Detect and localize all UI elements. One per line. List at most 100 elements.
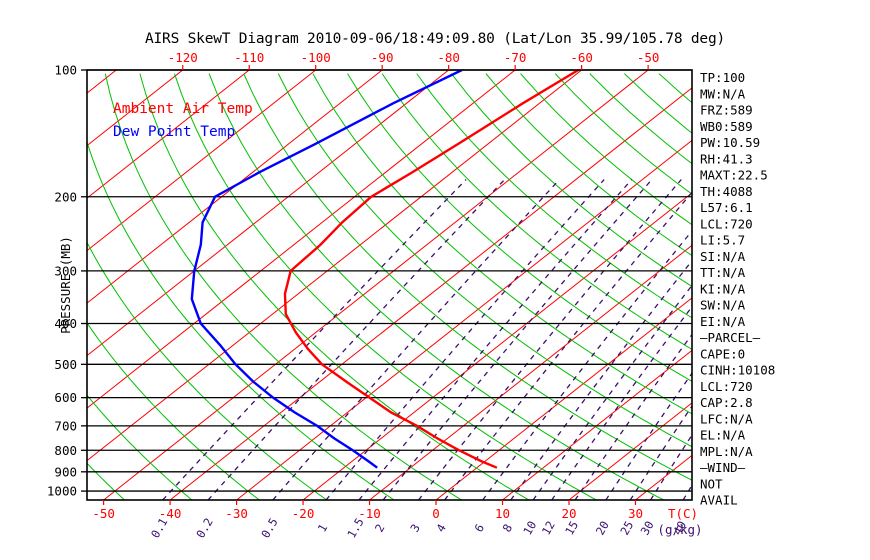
mixing-ratio-tick-label: 20 xyxy=(593,518,612,537)
dry-adiabat-line xyxy=(243,73,692,481)
top-temp-tick-label: -120 xyxy=(168,50,198,65)
isotherm-line xyxy=(87,70,250,199)
info-panel-item: FRZ:589 xyxy=(700,103,753,118)
info-panel-item: L57:6.1 xyxy=(700,200,753,215)
dry-adiabat-line xyxy=(104,73,462,500)
top-temp-tick-label: -50 xyxy=(637,50,660,65)
mixing-ratio-line xyxy=(207,179,506,500)
top-temp-tick-label: -110 xyxy=(234,50,264,65)
pressure-tick-label: 800 xyxy=(54,443,77,458)
mixing-ratio-tick-label: 8 xyxy=(500,521,516,534)
info-panel-item: WB0:589 xyxy=(700,119,753,134)
mixing-ratio-line xyxy=(162,179,467,500)
pressure-axis-label: PRESSURE (MB) xyxy=(58,236,73,334)
isotherm-line xyxy=(87,70,383,304)
mixing-ratio-line xyxy=(382,179,653,500)
dry-adiabat-line xyxy=(381,73,692,350)
bottom-temp-tick-label: 10 xyxy=(495,506,510,521)
info-panel-item: —WIND— xyxy=(700,460,746,475)
legend-dewpoint-temp: Dew Point Temp xyxy=(113,124,235,140)
dry-adiabat-line xyxy=(87,140,395,500)
background-grid xyxy=(87,70,870,500)
mixing-ratio-tick-label: 10 xyxy=(520,518,539,537)
info-panel-item: MAXT:22.5 xyxy=(700,168,768,183)
mixing-ratio-tick-label: 12 xyxy=(539,518,558,537)
mixing-ratio-line xyxy=(649,433,692,500)
info-panel-item: RH:41.3 xyxy=(700,151,753,166)
bottom-temp-tick-label: 0 xyxy=(432,506,440,521)
bottom-temp-tick-label: -30 xyxy=(225,506,248,521)
mixing-ratio-tick-label: 40 xyxy=(670,518,689,537)
data-traces xyxy=(190,70,579,469)
info-panel-item: MW:N/A xyxy=(700,86,746,101)
ambient-temp-trace xyxy=(283,70,579,469)
pressure-tick-label: 1000 xyxy=(47,484,77,499)
info-panel-item: TT:N/A xyxy=(700,265,746,280)
dry-adiabat-line xyxy=(139,73,530,500)
isotherm-line xyxy=(87,70,449,357)
mixing-ratio-tick-label: 1 xyxy=(315,521,331,534)
isotherm-line xyxy=(87,70,184,147)
isotherm-line xyxy=(768,70,870,500)
info-panel-item: LI:5.7 xyxy=(700,233,745,248)
info-panel-item: AVAIL xyxy=(700,493,738,508)
info-panel-item: EI:N/A xyxy=(700,314,746,329)
mixing-ratio-tick-label: 15 xyxy=(562,518,581,537)
mixing-ratio-line xyxy=(358,179,633,500)
pressure-tick-label: 900 xyxy=(54,464,77,479)
info-panel-item: LCL:720 xyxy=(700,379,753,394)
pressure-tick-label: 100 xyxy=(54,63,77,78)
info-panel-item: CAPE:0 xyxy=(700,346,745,361)
mixing-ratio-tick-label: 2 xyxy=(372,521,388,534)
info-panel-item: SW:N/A xyxy=(700,298,746,313)
mixing-ratio-tick-label: 30 xyxy=(638,518,657,537)
mixing-axis-label: (g/kg) xyxy=(657,522,702,537)
bottom-temp-tick-label: -40 xyxy=(159,506,182,521)
bottom-temp-tick-label: 20 xyxy=(561,506,576,521)
pressure-tick-label: 300 xyxy=(54,263,77,278)
mixing-ratio-tick-label: 0.2 xyxy=(193,516,216,541)
isotherm-line xyxy=(103,70,649,500)
mixing-ratio-line xyxy=(605,372,692,500)
mixing-ratio-line xyxy=(325,179,605,500)
pressure-tick-label: 400 xyxy=(54,316,77,331)
isotherm-line xyxy=(435,297,692,500)
top-temp-tick-label: -80 xyxy=(437,50,460,65)
dry-adiabat-line xyxy=(87,394,193,500)
top-temp-tick-label: -70 xyxy=(504,50,527,65)
dry-adiabat-line xyxy=(450,73,692,288)
info-panel-item: TH:4088 xyxy=(700,184,753,199)
info-panel-item: PW:10.59 xyxy=(700,135,760,150)
temp-axis-label: T(C) xyxy=(668,506,698,521)
mixing-ratio-line xyxy=(444,191,692,500)
pressure-tick-label: 500 xyxy=(54,357,77,372)
dry-adiabat-line xyxy=(87,322,260,500)
dry-adiabat-line xyxy=(312,73,692,415)
dry-adiabat-line xyxy=(174,73,597,500)
mixing-ratio-line xyxy=(532,284,692,500)
isotherm-line xyxy=(87,70,317,252)
mixing-ratio-line xyxy=(418,179,682,500)
isotherm-line xyxy=(87,70,582,462)
pressure-tick-label: 700 xyxy=(54,418,77,433)
info-panel-item: TP:100 xyxy=(700,70,745,85)
isotherm-line xyxy=(502,349,692,500)
mixing-ratio-line xyxy=(551,305,692,500)
mixing-ratio-line xyxy=(574,333,692,500)
info-panel-item: MPL:N/A xyxy=(700,444,753,459)
info-panel-item: LFC:N/A xyxy=(700,411,753,426)
mixing-ratio-tick-label: 4 xyxy=(433,521,449,534)
isotherm-line xyxy=(369,244,692,500)
dry-adiabat-line xyxy=(485,73,692,257)
bottom-temp-tick-label: -50 xyxy=(92,506,115,521)
mixing-ratio-tick-label: 6 xyxy=(471,521,487,534)
dry-adiabat-line xyxy=(87,462,125,500)
top-temp-tick-label: -60 xyxy=(570,50,593,65)
page-title: AIRS SkewT Diagram 2010-09-06/18:49:09.8… xyxy=(144,31,726,47)
mixing-ratio-line xyxy=(482,229,692,500)
pressure-tick-label: 200 xyxy=(54,189,77,204)
info-panel-item: KI:N/A xyxy=(700,281,746,296)
info-panel-item: —PARCEL— xyxy=(700,330,761,345)
pressure-tick-label: 600 xyxy=(54,390,77,405)
